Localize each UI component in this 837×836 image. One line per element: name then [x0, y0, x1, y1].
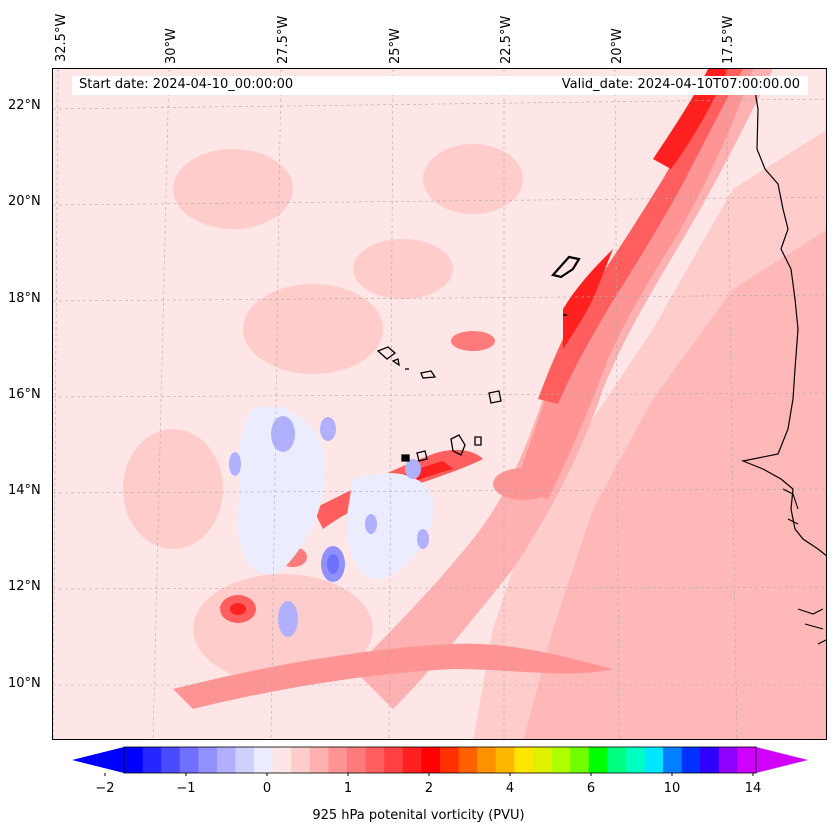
colorbar-cell: [216, 747, 237, 773]
colorbar-cell: [365, 747, 385, 773]
colorbar-cell: [718, 747, 738, 773]
colorbar-cell: [700, 747, 720, 773]
colorbar-cell: [514, 747, 534, 773]
colorbar-cell: [495, 747, 515, 773]
colorbar-cell: [235, 747, 255, 773]
colorbar-cell: [291, 747, 311, 773]
map-canvas[interactable]: [52, 68, 827, 740]
colorbar-tick-label: 6: [586, 781, 596, 796]
colorbar-cell: [607, 747, 627, 773]
colorbar-cell: [142, 747, 162, 773]
lon-label-20w: 20°W: [610, 28, 625, 64]
colorbar-cell: [551, 747, 571, 773]
colorbar-cell: [477, 747, 497, 773]
lon-label-17-5w: 17.5°W: [721, 15, 736, 64]
colorbar-tick-label: −2: [95, 781, 115, 796]
lat-label-20n: 20°N: [8, 194, 41, 209]
colorbar-tick-label: −1: [176, 781, 196, 796]
colorbar-cell: [421, 747, 441, 773]
colorbar-cell: [384, 747, 404, 773]
lon-label-27-5w: 27.5°W: [276, 15, 291, 64]
colorbar-cell: [272, 747, 292, 773]
lon-label-32-5w: 32.5°W: [54, 13, 69, 62]
islands: [376, 255, 581, 462]
colorbar-label: 925 hPa potenital vorticity (PVU): [312, 808, 525, 823]
colorbar-cell: [681, 747, 701, 773]
lat-label-22n: 22°N: [8, 98, 41, 113]
pv-field: [53, 69, 826, 739]
colorbar-cell: [347, 747, 367, 773]
colorbar-cell: [328, 747, 348, 773]
colorbar-tick-label: 2: [424, 781, 434, 796]
colorbar: [72, 746, 808, 776]
colorbar-tick-label: 0: [262, 781, 272, 796]
lat-label-16n: 16°N: [8, 387, 41, 402]
gridlines: [53, 69, 826, 739]
lat-label-12n: 12°N: [8, 579, 41, 594]
lon-label-22-5w: 22.5°W: [499, 15, 514, 64]
colorbar-cell: [532, 747, 553, 773]
info-box: Start date: 2024-04-10_00:00:00 Valid_da…: [72, 76, 808, 95]
valid-date: Valid_date: 2024-04-10T07:00:00.00: [561, 77, 800, 92]
colorbar-cell: [458, 747, 478, 773]
lon-label-30w: 30°W: [164, 28, 179, 64]
coastline: [740, 78, 826, 557]
colorbar-tick-label: 10: [663, 781, 681, 796]
colorbar-cell: [254, 747, 274, 773]
colorbar-cell: [309, 747, 329, 773]
colorbar-cell: [124, 747, 144, 773]
lon-label-25w: 25°W: [388, 28, 403, 64]
lat-label-10n: 10°N: [8, 676, 41, 691]
colorbar-cell: [737, 747, 757, 773]
colorbar-tick-label: 4: [505, 781, 515, 796]
colorbar-cell: [402, 747, 422, 773]
colorbar-tick-label: 14: [744, 781, 762, 796]
colorbar-cell: [644, 747, 664, 773]
start-date: Start date: 2024-04-10_00:00:00: [79, 77, 294, 92]
lat-label-18n: 18°N: [8, 291, 41, 306]
colorbar-extend-low: [72, 747, 124, 773]
colorbar-cell: [198, 747, 218, 773]
lat-label-14n: 14°N: [8, 483, 41, 498]
colorbar-extend-high: [756, 747, 808, 773]
colorbar-tick-label: 1: [343, 781, 353, 796]
colorbar-cell: [570, 747, 590, 773]
colorbar-cell: [161, 747, 181, 773]
colorbar-cell: [440, 747, 460, 773]
colorbar-cell: [663, 747, 683, 773]
colorbar-cell: [588, 747, 608, 773]
colorbar-cell: [625, 747, 645, 773]
colorbar-cell: [179, 747, 199, 773]
